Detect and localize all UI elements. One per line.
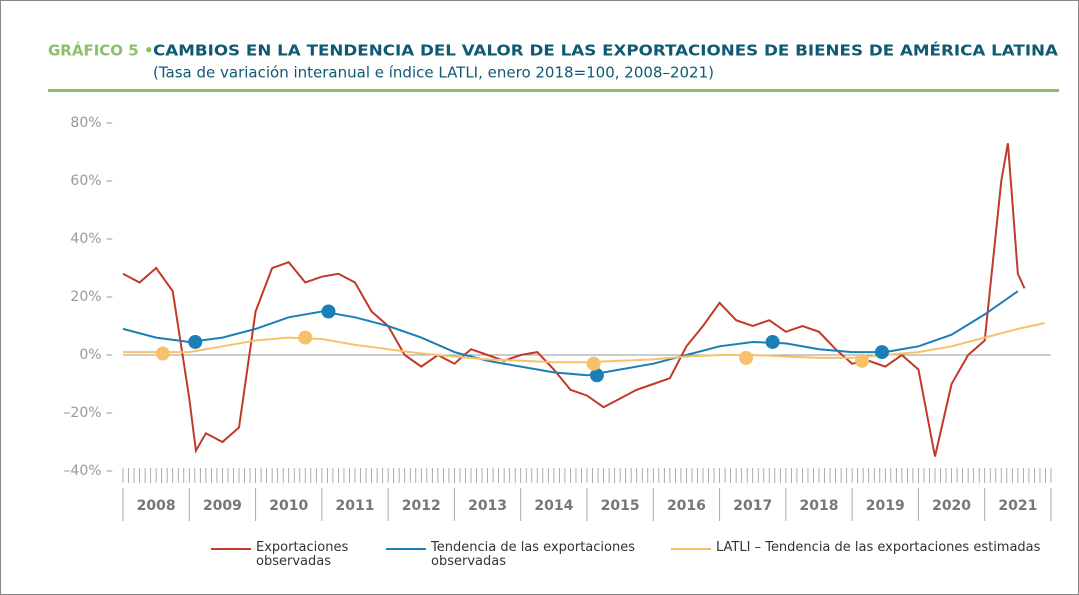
turning-point <box>874 345 889 360</box>
legend-item: LATLI – Tendencia de las exportaciones e… <box>671 540 1046 555</box>
y-tick-label: 80% – <box>70 115 113 131</box>
series-line <box>122 290 1019 377</box>
legend-swatch <box>671 548 711 550</box>
turning-point <box>586 356 601 371</box>
series-line <box>123 322 1045 364</box>
title-rule <box>48 89 1059 92</box>
turning-point <box>589 368 604 383</box>
x-tick-label: 2020 <box>932 498 971 514</box>
y-tick-label: –40% – <box>63 463 113 479</box>
turning-point <box>155 346 170 361</box>
x-tick-label: 2014 <box>534 498 573 514</box>
legend-label: Tendencia de las exportaciones observada… <box>431 540 635 569</box>
turning-point <box>739 350 754 365</box>
legend-label: LATLI – Tendencia de las exportaciones e… <box>716 540 1041 555</box>
x-tick-label: 2013 <box>468 498 507 514</box>
y-tick-label: 20% – <box>70 289 113 305</box>
turning-point <box>321 304 336 319</box>
turning-point <box>298 330 313 345</box>
y-tick-label: 60% – <box>70 173 113 189</box>
legend-label: Exportaciones observadas <box>256 540 349 569</box>
chart-subtitle: (Tasa de variación interanual e índice L… <box>153 64 714 82</box>
x-tick-label: 2011 <box>336 498 375 514</box>
chart-label: GRÁFICO 5 • <box>48 41 154 60</box>
x-tick-label: 2019 <box>866 498 905 514</box>
y-tick-label: 40% – <box>70 231 113 247</box>
turning-point <box>855 353 870 368</box>
y-tick-label: –20% – <box>63 405 113 421</box>
legend-item: Exportaciones observadas <box>211 540 386 569</box>
turning-point <box>188 334 203 349</box>
x-tick-label: 2016 <box>667 498 706 514</box>
x-tick-label: 2010 <box>269 498 308 514</box>
x-tick-label: 2018 <box>800 498 839 514</box>
legend-swatch <box>211 548 251 550</box>
legend-swatch <box>386 548 426 550</box>
legend-item: Tendencia de las exportaciones observada… <box>386 540 681 569</box>
series-line <box>122 143 1026 457</box>
x-tick-label: 2008 <box>137 498 176 514</box>
x-tick-label: 2021 <box>998 498 1037 514</box>
x-tick-label: 2015 <box>601 498 640 514</box>
x-tick-label: 2009 <box>203 498 242 514</box>
x-tick-label: 2012 <box>402 498 441 514</box>
y-tick-label: 0% – <box>79 347 113 363</box>
turning-point <box>765 334 780 349</box>
chart-title: CAMBIOS EN LA TENDENCIA DEL VALOR DE LAS… <box>153 41 1058 60</box>
x-tick-label: 2017 <box>733 498 772 514</box>
